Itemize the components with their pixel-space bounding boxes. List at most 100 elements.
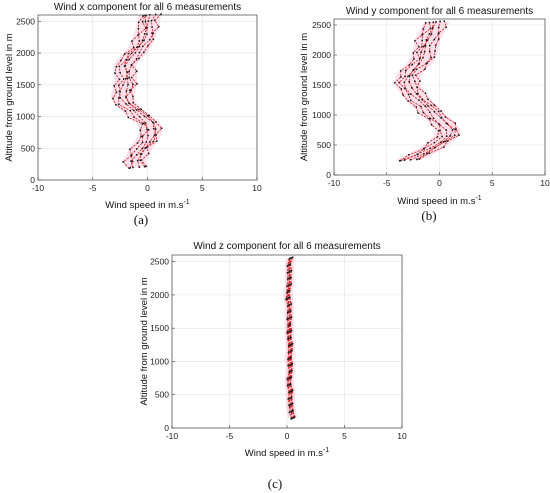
data-point — [288, 283, 291, 286]
data-point — [122, 161, 125, 163]
data-point — [290, 316, 293, 319]
y-tick-label: 0 — [30, 175, 35, 185]
data-point — [446, 140, 449, 143]
data-point — [416, 86, 419, 88]
data-point — [144, 122, 147, 124]
data-point — [140, 108, 143, 111]
data-point — [152, 140, 155, 143]
data-point — [130, 40, 133, 43]
data-point — [419, 80, 421, 82]
y-tick-label: 2000 — [312, 50, 331, 60]
x-tick-label: -5 — [89, 183, 97, 193]
data-point — [157, 25, 160, 28]
measurement-profile-1 — [394, 22, 440, 162]
data-point — [415, 106, 418, 108]
data-point — [137, 27, 140, 30]
data-point — [428, 111, 431, 114]
data-point — [120, 59, 122, 62]
data-point — [146, 115, 149, 117]
data-point — [423, 50, 426, 53]
y-tick-label: 0 — [326, 170, 331, 180]
data-point — [431, 26, 434, 29]
data-point — [141, 135, 144, 138]
data-point — [439, 141, 442, 144]
data-point — [445, 26, 448, 28]
y-axis-label: Altitude from ground level in m — [299, 33, 310, 161]
x-tick-label: -10 — [328, 178, 341, 188]
data-point — [130, 160, 132, 163]
data-point — [440, 110, 443, 112]
data-point — [428, 152, 431, 155]
data-point — [439, 20, 442, 23]
y-tick-label: 1500 — [16, 80, 35, 90]
data-point — [291, 389, 294, 392]
data-point — [410, 93, 412, 96]
data-point — [147, 134, 149, 137]
x-tick-label: 0 — [145, 183, 150, 193]
data-point — [410, 86, 413, 89]
data-point — [145, 165, 148, 168]
data-point — [437, 110, 440, 113]
data-point — [445, 135, 448, 138]
data-point — [425, 38, 428, 41]
data-point — [440, 116, 443, 119]
data-point — [138, 166, 141, 169]
data-point — [437, 38, 440, 40]
data-point — [290, 369, 293, 372]
data-point — [142, 122, 145, 125]
data-point — [135, 147, 138, 150]
data-point — [428, 50, 431, 53]
data-point — [422, 45, 425, 48]
data-point — [442, 146, 445, 149]
data-point — [286, 378, 289, 380]
data-point — [151, 32, 153, 34]
data-point — [430, 124, 433, 126]
data-point — [151, 26, 153, 29]
data-point — [122, 78, 125, 80]
data-point — [434, 50, 436, 52]
data-point — [399, 159, 402, 162]
data-point — [451, 128, 454, 131]
data-point — [125, 77, 127, 80]
data-point — [129, 109, 132, 112]
data-point — [288, 289, 291, 292]
data-point — [113, 84, 116, 87]
data-point — [289, 263, 292, 265]
data-point — [407, 154, 410, 156]
data-point — [412, 68, 415, 71]
data-point — [147, 20, 150, 23]
x-tick-label: 5 — [200, 183, 205, 193]
y-axis-label: Altitude from ground level in m — [4, 33, 15, 161]
data-point — [118, 78, 121, 81]
data-point — [404, 87, 407, 90]
data-point — [437, 26, 440, 29]
data-point — [141, 141, 144, 144]
data-point — [135, 153, 138, 156]
panel-caption: (c) — [268, 476, 282, 491]
data-point — [135, 70, 138, 73]
y-tick-label: 2000 — [16, 48, 35, 58]
data-point — [427, 104, 429, 107]
data-point — [141, 45, 144, 48]
data-point — [288, 404, 290, 407]
data-point — [416, 51, 418, 54]
data-point — [422, 152, 425, 155]
data-point — [438, 123, 440, 126]
data-point — [143, 165, 146, 168]
data-point — [458, 134, 460, 137]
data-point — [132, 109, 135, 112]
data-point — [289, 316, 291, 319]
data-point — [417, 46, 420, 48]
data-point — [126, 71, 128, 73]
data-point — [147, 128, 150, 131]
data-point — [141, 147, 144, 150]
data-point — [152, 127, 155, 130]
data-point — [290, 269, 293, 272]
y-tick-label: 1500 — [312, 80, 331, 90]
data-point — [112, 97, 114, 100]
data-point — [132, 166, 134, 169]
measurement-profile-5 — [411, 21, 456, 160]
x-axis-label: Wind speed in m.s-1 — [105, 199, 189, 211]
data-point — [422, 56, 424, 59]
data-point — [128, 89, 131, 92]
